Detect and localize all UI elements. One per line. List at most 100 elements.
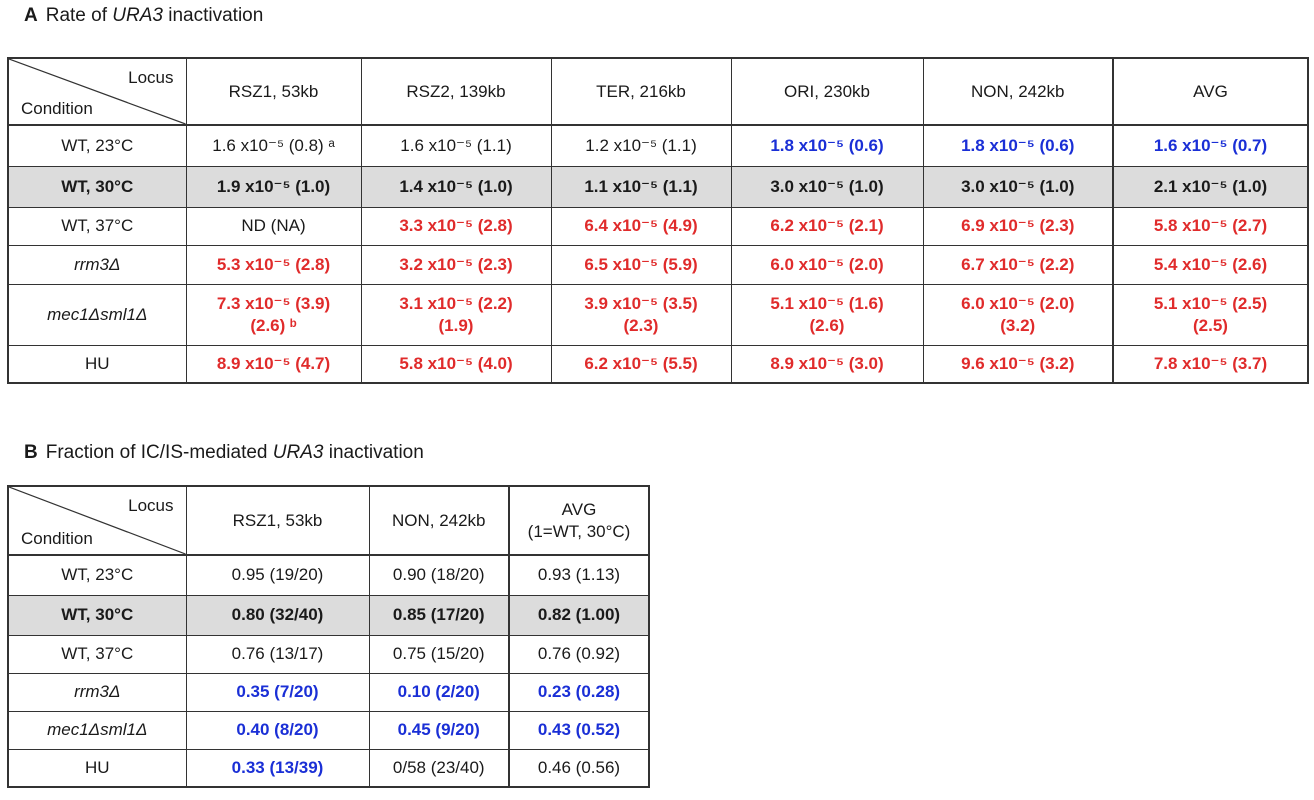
row-condition: WT, 23°C [7,554,187,596]
cell-line-1: 6.0 x10⁻⁵ (2.0) [961,293,1075,313]
cell-line-2: (2.3) [623,315,659,335]
rate-table: Locus Condition RSZ1, 53kb RSZ2, 139kb T… [7,57,1309,384]
condition-label: Condition [21,99,93,118]
table-cell: 2.1 x10⁻⁵ (1.0) [1112,165,1309,208]
row-condition: WT, 30°C [7,594,187,636]
header-corner-cell: Locus Condition [7,485,187,556]
condition-label: Condition [21,529,93,548]
table-row: WT, 23°C 1.6 x10⁻⁵ (0.8) ᵃ 1.6 x10⁻⁵ (1.… [7,124,1309,167]
table-row: mec1Δsml1Δ 0.40 (8/20) 0.45 (9/20) 0.43 … [7,710,650,750]
table-cell: 3.9 x10⁻⁵ (3.5) (2.3) [550,283,732,346]
table-cell: 8.9 x10⁻⁵ (4.7) [185,344,362,384]
panel-a-title-pre: Rate of [45,5,113,26]
column-header: RSZ2, 139kb [360,57,552,126]
panel-b-title: B Fraction of IC/IS-mediated URA3 inactiv… [24,442,424,464]
table-cell: 5.8 x10⁻⁵ (4.0) [360,344,552,384]
table-cell: 7.8 x10⁻⁵ (3.7) [1112,344,1309,384]
table-cell: 1.4 x10⁻⁵ (1.0) [360,165,552,208]
column-header-avg: AVG [1112,57,1309,126]
table-cell: 5.8 x10⁻⁵ (2.7) [1112,206,1309,246]
table-cell: 1.2 x10⁻⁵ (1.1) [550,124,732,167]
locus-label: Locus [128,68,174,87]
table-row: WT, 23°C 0.95 (19/20) 0.90 (18/20) 0.93 … [7,554,650,596]
table-row: HU 8.9 x10⁻⁵ (4.7) 5.8 x10⁻⁵ (4.0) 6.2 x… [7,344,1309,384]
diagonal-divider [9,487,186,554]
cell-line-2: (3.2) [1000,315,1036,335]
table-row: mec1Δsml1Δ 7.3 x10⁻⁵ (3.9) (2.6) ᵇ 3.1 x… [7,283,1309,346]
row-condition: WT, 30°C [7,165,187,208]
table-cell: 0.93 (1.13) [508,554,650,596]
table-cell: 0.82 (1.00) [508,594,650,636]
diagonal-divider [9,59,186,124]
table-cell: 0.76 (13/17) [185,634,370,674]
cell-line-1: 5.1 x10⁻⁵ (2.5) [1153,293,1268,313]
panel-b-title-italic: URA3 [272,442,324,463]
table-cell: 0.45 (9/20) [368,710,510,750]
table-cell: 5.3 x10⁻⁵ (2.8) [185,244,362,285]
table-cell: 1.8 x10⁻⁵ (0.6) [922,124,1114,167]
table-header-row: Locus Condition RSZ1, 53kb RSZ2, 139kb T… [7,57,1309,126]
table-cell: 0.85 (17/20) [368,594,510,636]
fraction-table: Locus Condition RSZ1, 53kb NON, 242kb AV… [7,485,650,788]
table-cell: 1.8 x10⁻⁵ (0.6) [730,124,924,167]
table-cell: 6.7 x10⁻⁵ (2.2) [922,244,1114,285]
table-cell: 5.1 x10⁻⁵ (2.5) (2.5) [1112,283,1309,346]
table-row: WT, 37°C 0.76 (13/17) 0.75 (15/20) 0.76 … [7,634,650,674]
table-cell: 1.9 x10⁻⁵ (1.0) [185,165,362,208]
row-condition: HU [7,344,187,384]
row-condition: rrm3Δ [7,244,187,285]
cell-line-2: (2.6) ᵇ [250,315,297,335]
header-corner-cell: Locus Condition [7,57,187,126]
row-condition: rrm3Δ [7,672,187,712]
table-cell: 1.6 x10⁻⁵ (1.1) [360,124,552,167]
row-condition: mec1Δsml1Δ [7,710,187,750]
panel-b-title-pre: Fraction of IC/IS-mediated [45,442,273,463]
table-row: HU 0.33 (13/39) 0/58 (23/40) 0.46 (0.56) [7,748,650,788]
table-cell: 3.3 x10⁻⁵ (2.8) [360,206,552,246]
table-cell: 6.4 x10⁻⁵ (4.9) [550,206,732,246]
panel-a-letter: A [24,5,38,26]
table-cell: 7.3 x10⁻⁵ (3.9) (2.6) ᵇ [185,283,362,346]
panel-a-title-italic: URA3 [112,5,163,26]
column-header: NON, 242kb [922,57,1114,126]
table-cell: 8.9 x10⁻⁵ (3.0) [730,344,924,384]
table-cell: 0.40 (8/20) [185,710,370,750]
panel-a-title-post: inactivation [162,5,264,26]
table-cell: 0.23 (0.28) [508,672,650,712]
table-header-row: Locus Condition RSZ1, 53kb NON, 242kb AV… [7,485,650,556]
panel-a-title: A Rate of URA3 inactivation [24,5,263,27]
table-cell: 1.6 x10⁻⁵ (0.7) [1112,124,1309,167]
cell-line-1: 7.3 x10⁻⁵ (3.9) [216,293,331,313]
table-cell: 0.90 (18/20) [368,554,510,596]
table-cell: 0.80 (32/40) [185,594,370,636]
locus-label: Locus [128,496,174,515]
table-cell: 3.0 x10⁻⁵ (1.0) [922,165,1114,208]
table-cell: 6.9 x10⁻⁵ (2.3) [922,206,1114,246]
row-condition: mec1Δsml1Δ [7,283,187,346]
row-condition: WT, 37°C [7,206,187,246]
column-header: ORI, 230kb [730,57,924,126]
cell-line-1: 3.9 x10⁻⁵ (3.5) [584,293,698,313]
table-row-highlight: WT, 30°C 1.9 x10⁻⁵ (1.0) 1.4 x10⁻⁵ (1.0)… [7,165,1309,208]
table-cell: 0.10 (2/20) [368,672,510,712]
table-cell: 1.1 x10⁻⁵ (1.1) [550,165,732,208]
table-cell: 5.1 x10⁻⁵ (1.6) (2.6) [730,283,924,346]
avg-header-line-1: AVG [561,499,597,519]
table-cell: 3.2 x10⁻⁵ (2.3) [360,244,552,285]
table-cell: 6.0 x10⁻⁵ (2.0) (3.2) [922,283,1114,346]
table-cell: 6.5 x10⁻⁵ (5.9) [550,244,732,285]
column-header-avg: AVG (1=WT, 30°C) [508,485,650,556]
column-header: RSZ1, 53kb [185,57,362,126]
cell-line-2: (2.5) [1193,315,1228,335]
table-cell: 0.43 (0.52) [508,710,650,750]
table-cell: 0/58 (23/40) [368,748,510,788]
cell-line-2: (1.9) [438,315,474,335]
table-cell: ND (NA) [185,206,362,246]
column-header: RSZ1, 53kb [185,485,370,556]
panel-b-title-post: inactivation [323,442,424,463]
table-cell: 0.75 (15/20) [368,634,510,674]
avg-header-line-2: (1=WT, 30°C) [527,521,631,541]
table-cell: 0.76 (0.92) [508,634,650,674]
table-cell: 9.6 x10⁻⁵ (3.2) [922,344,1114,384]
table-row: rrm3Δ 0.35 (7/20) 0.10 (2/20) 0.23 (0.28… [7,672,650,712]
